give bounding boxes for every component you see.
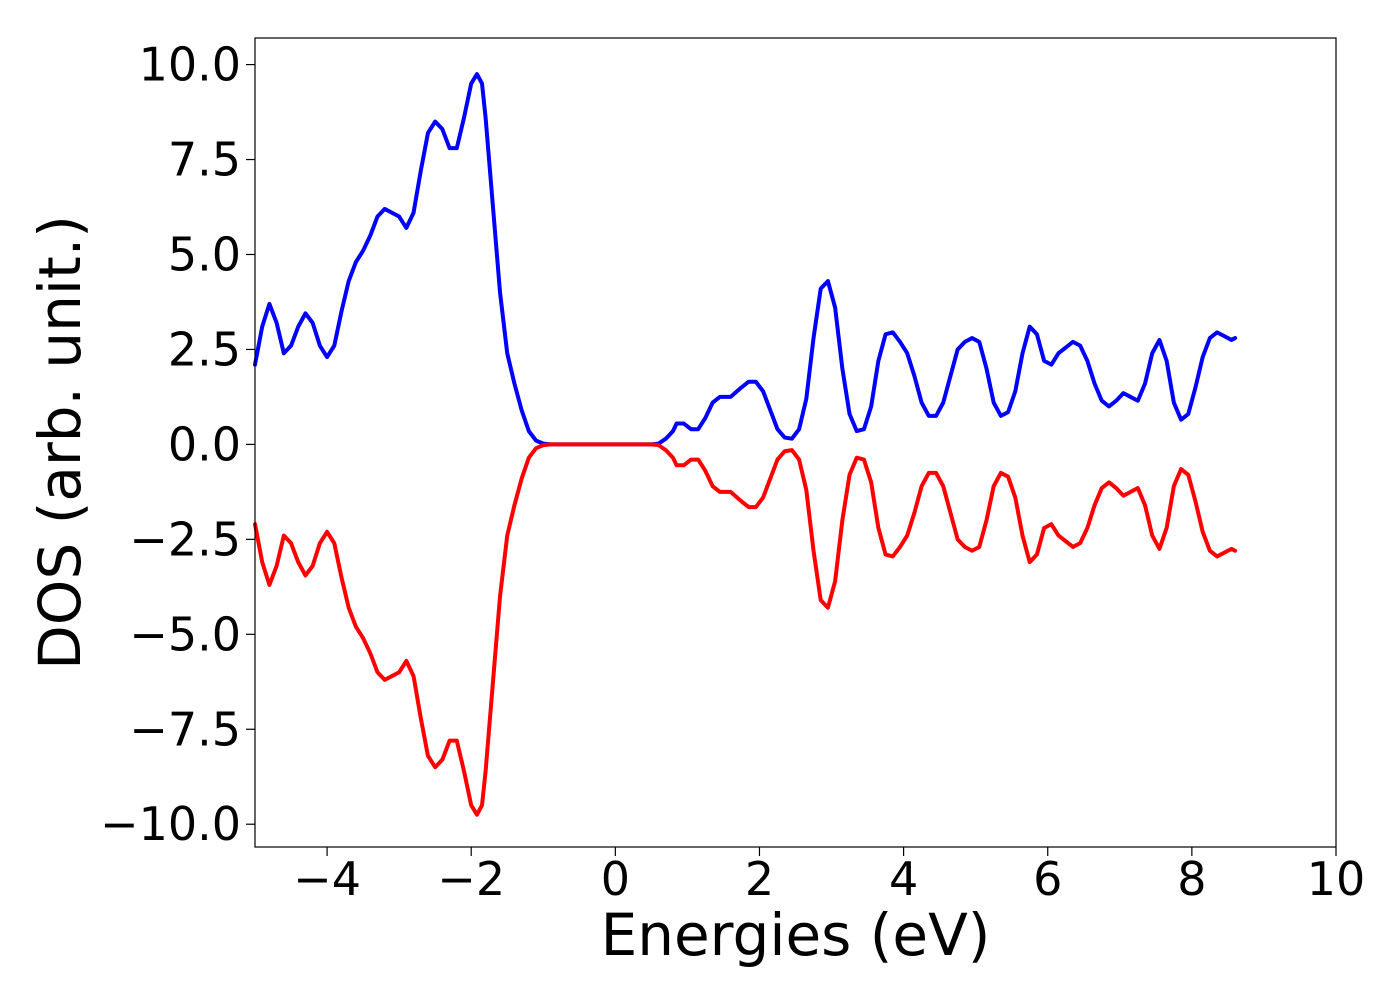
x-tick-label: −4 [293,852,361,906]
y-tick-label: 10.0 [139,38,241,92]
x-tick-label: 2 [745,852,774,906]
x-axis-label: Energies (eV) [601,901,991,969]
y-tick-label: 7.5 [168,133,241,187]
series-layer [253,72,1238,817]
y-axis-ticks: 10.0 7.5 5.0 2.5 0.0 −2.5 −5.0 −7.5 −10.0 [100,38,255,851]
x-axis-ticks: −4 −2 0 2 4 6 8 10 [293,847,1365,906]
y-tick-label: 5.0 [168,227,241,281]
dos-series-line-2 [253,442,1238,817]
x-tick-label: −2 [437,852,505,906]
y-tick-label: 0.0 [168,417,241,471]
x-tick-label: 8 [1177,852,1206,906]
y-axis-label: DOS (arb. unit.) [26,215,94,670]
x-tick-label: 4 [889,852,918,906]
y-tick-label: −5.0 [129,607,241,661]
x-tick-label: 6 [1033,852,1062,906]
x-tick-label: 10 [1307,852,1366,906]
y-tick-label: −2.5 [129,512,241,566]
y-tick-label: −7.5 [129,702,241,756]
x-tick-label: 0 [601,852,630,906]
plot-frame [254,37,1337,848]
y-tick-label: 2.5 [168,322,241,376]
dos-series-line-1 [253,72,1238,447]
y-tick-label: −10.0 [100,797,241,851]
